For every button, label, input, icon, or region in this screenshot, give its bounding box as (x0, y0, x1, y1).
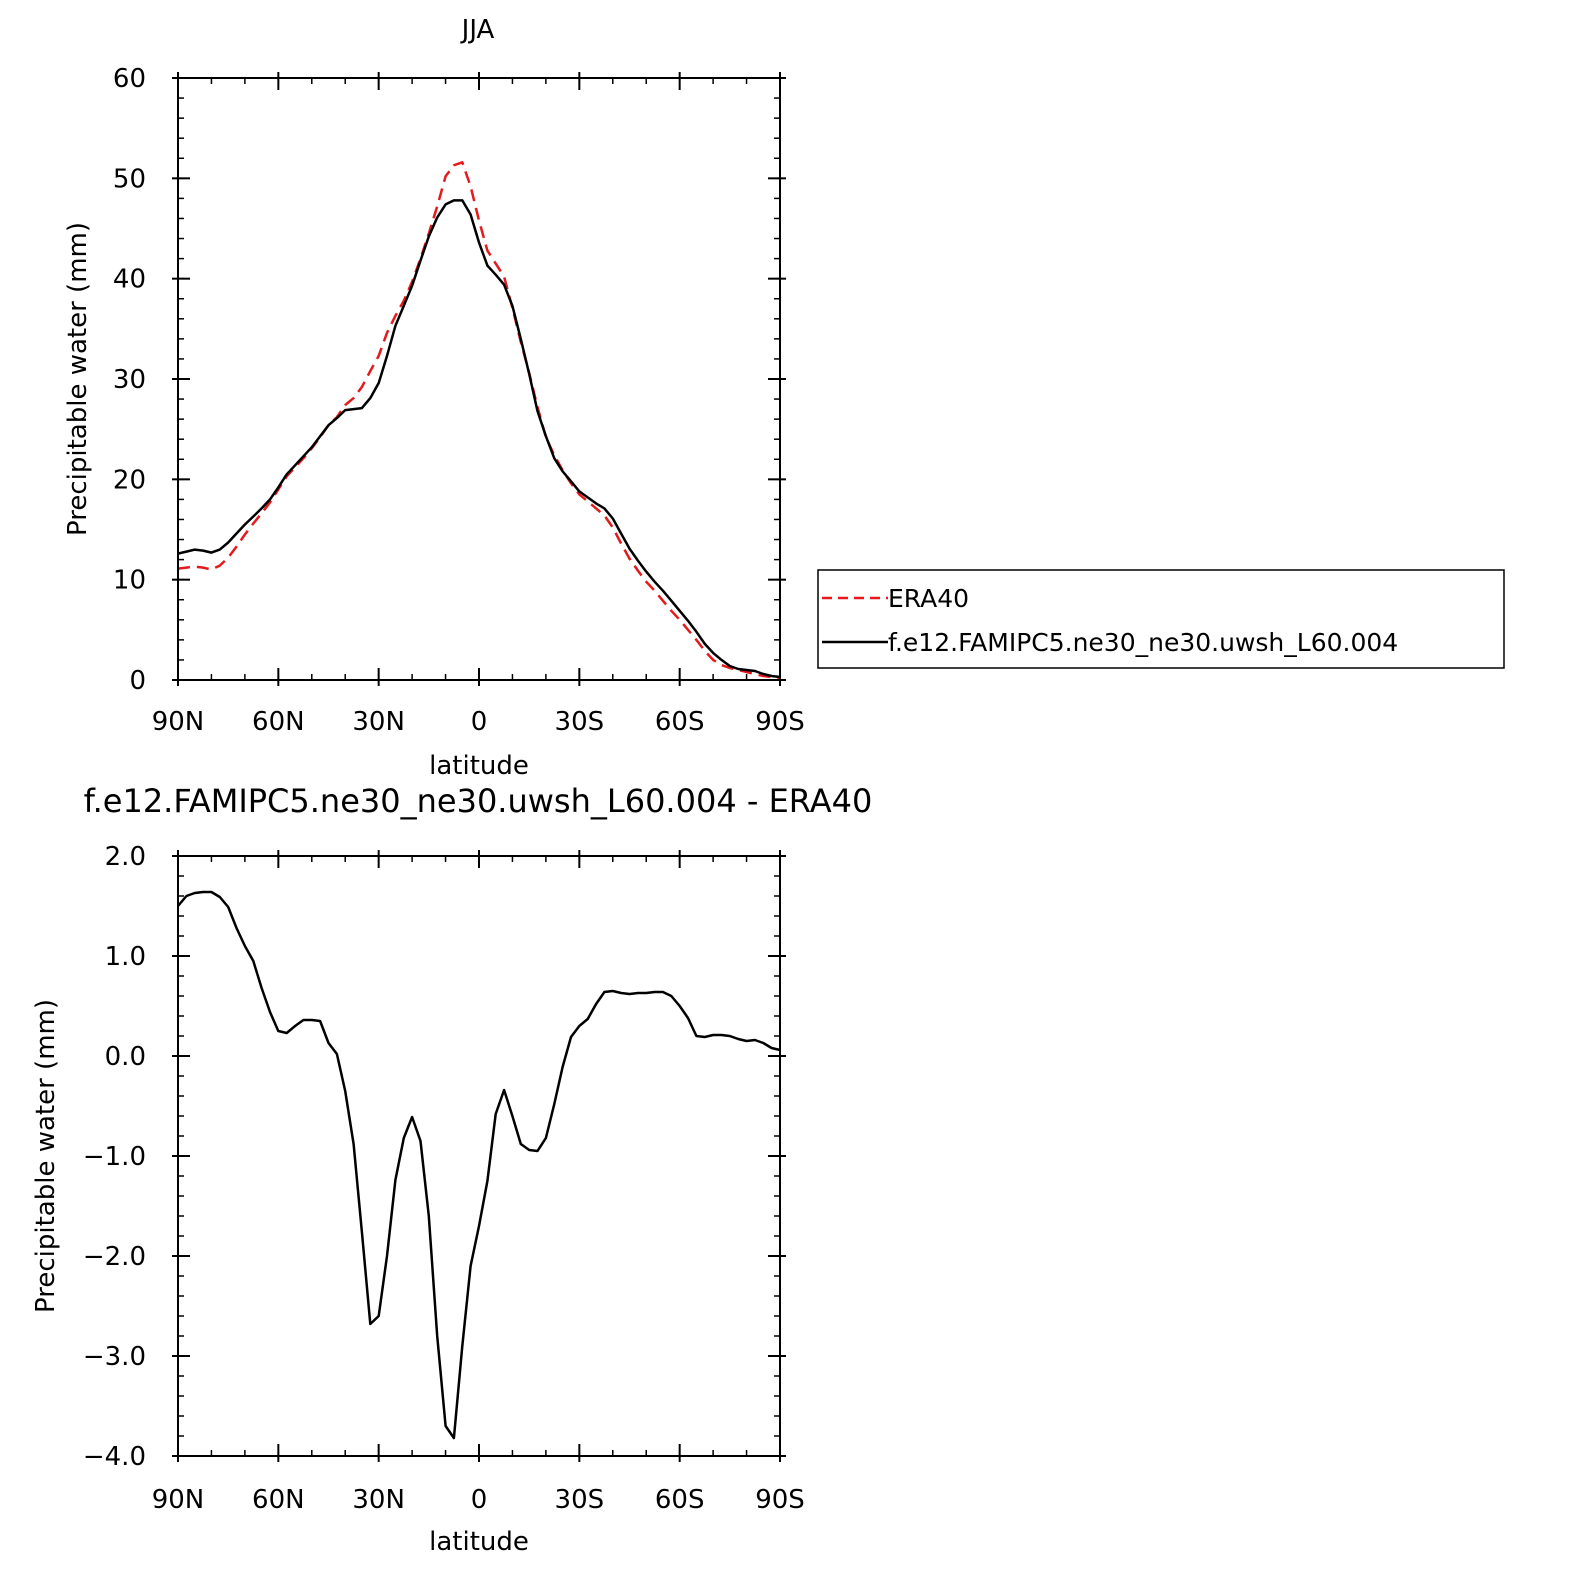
y-tick-label: −4.0 (83, 1442, 146, 1472)
x-tick-label: 30S (555, 1485, 605, 1515)
x-tick-label: 0 (471, 707, 488, 737)
x-tick-label: 60S (655, 1485, 705, 1515)
bottom-panel: f.e12.FAMIPC5.ne30_ne30.uwsh_L60.004 - E… (31, 782, 872, 1557)
plot-frame (177, 77, 781, 681)
series-line-1 (177, 890, 781, 1440)
y-tick-label: 60 (113, 64, 146, 94)
y-tick-label: 30 (113, 365, 146, 395)
y-tick-label: 50 (113, 164, 146, 194)
y-tick-label: −2.0 (83, 1242, 146, 1272)
y-axis-label: Precipitable water (mm) (31, 999, 61, 1313)
chart-title: JJA (460, 15, 495, 45)
legend-label-era40: ERA40 (888, 584, 969, 613)
x-tick-label: 60N (252, 707, 305, 737)
y-tick-label: 0.0 (105, 1042, 146, 1072)
series-line-2 (177, 199, 781, 679)
x-tick-label: 90S (755, 707, 805, 737)
y-axis-label: Precipitable water (mm) (63, 222, 93, 536)
y-tick-label: −1.0 (83, 1142, 146, 1172)
x-tick-label: 90N (152, 707, 205, 737)
y-tick-label: 40 (113, 265, 146, 295)
x-tick-label: 60N (252, 1485, 305, 1515)
legend: ERA40 f.e12.FAMIPC5.ne30_ne30.uwsh_L60.0… (817, 569, 1505, 669)
x-tick-label: 30S (555, 707, 605, 737)
x-tick-label: 0 (471, 1485, 488, 1515)
x-tick-label: 90N (152, 1485, 205, 1515)
y-tick-label: 20 (113, 465, 146, 495)
plot-frame (177, 855, 781, 1457)
x-tick-label: 60S (655, 707, 705, 737)
y-tick-label: 0 (129, 666, 146, 696)
y-tick-label: −3.0 (83, 1342, 146, 1372)
y-tick-label: 10 (113, 566, 146, 596)
x-axis-label: latitude (429, 1527, 529, 1557)
x-tick-label: 30N (352, 707, 405, 737)
top-panel: JJA 90N 60N 30N 0 30S 60S 90S 0 10 20 30 40 50 60 lat… (63, 15, 805, 781)
legend-label-model: f.e12.FAMIPC5.ne30_ne30.uwsh_L60.004 (888, 628, 1398, 657)
x-tick-label: 90S (755, 1485, 805, 1515)
x-tick-label: 30N (352, 1485, 405, 1515)
x-axis-label: latitude (429, 751, 529, 781)
legend-box (817, 569, 1505, 669)
y-tick-label: 1.0 (105, 942, 146, 972)
y-tick-label: 2.0 (105, 842, 146, 872)
chart-title: f.e12.FAMIPC5.ne30_ne30.uwsh_L60.004 - E… (84, 782, 873, 820)
